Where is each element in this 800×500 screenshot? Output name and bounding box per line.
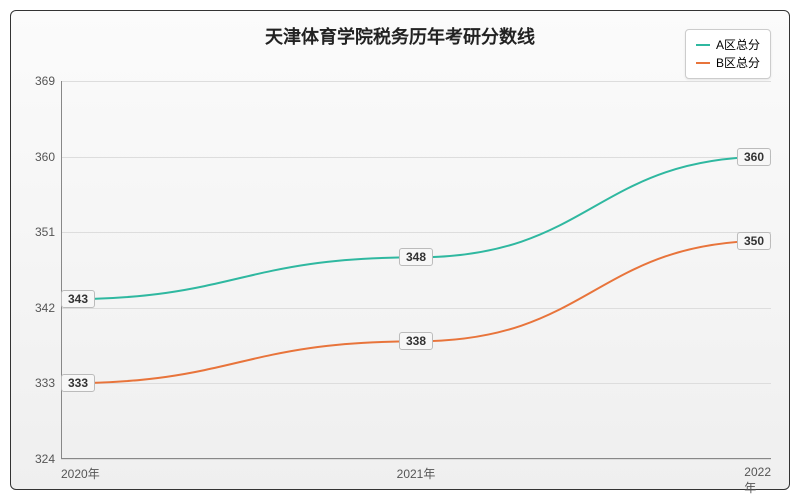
- legend-swatch-b: [696, 62, 710, 64]
- legend-item-a: A区总分: [696, 36, 760, 54]
- series-line: [61, 157, 771, 300]
- x-tick-label: 2022年: [744, 465, 771, 496]
- data-label: 343: [61, 290, 95, 308]
- legend: A区总分 B区总分: [685, 29, 771, 79]
- data-label: 350: [737, 232, 771, 250]
- y-tick-label: 333: [35, 376, 55, 390]
- lines-svg: [61, 81, 771, 459]
- legend-item-b: B区总分: [696, 54, 760, 72]
- x-tick-label: 2020年: [61, 465, 100, 482]
- chart-title: 天津体育学院税务历年考研分数线: [265, 23, 535, 49]
- legend-label-a: A区总分: [716, 36, 760, 54]
- y-tick-label: 360: [35, 150, 55, 164]
- legend-label-b: B区总分: [716, 54, 760, 72]
- y-tick-label: 342: [35, 301, 55, 315]
- y-tick-label: 351: [35, 225, 55, 239]
- grid-line: [61, 459, 771, 460]
- y-tick-label: 369: [35, 74, 55, 88]
- data-label: 333: [61, 374, 95, 392]
- data-label: 360: [737, 148, 771, 166]
- data-label: 348: [399, 248, 433, 266]
- chart-container: 天津体育学院税务历年考研分数线 A区总分 B区总分 324 333 342 351 36…: [10, 10, 790, 490]
- data-label: 338: [399, 332, 433, 350]
- y-tick-label: 324: [35, 452, 55, 466]
- legend-swatch-a: [696, 44, 710, 46]
- plot-area: 324333342351360369 343348360333338350 20…: [61, 81, 771, 459]
- x-tick-label: 2021年: [397, 465, 436, 482]
